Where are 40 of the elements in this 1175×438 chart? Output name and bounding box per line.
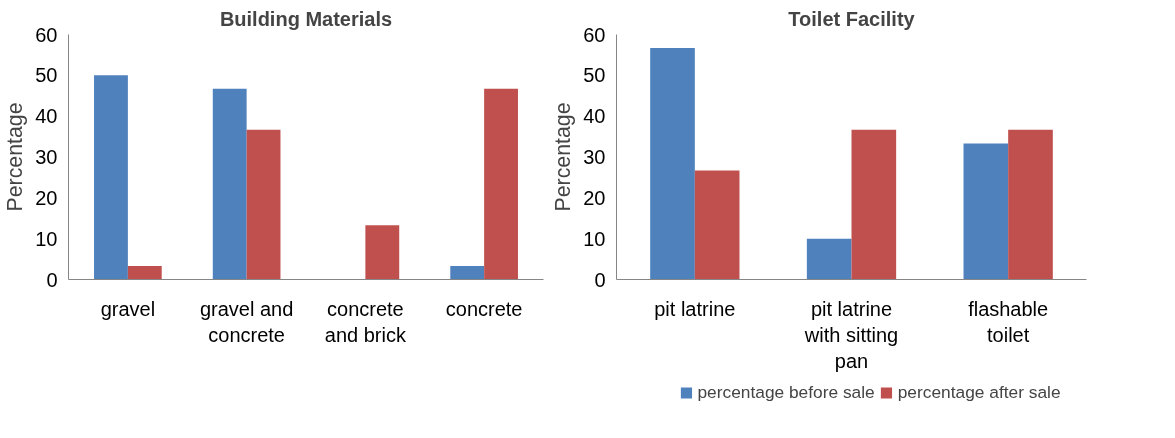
y-tick-label: 40 bbox=[35, 105, 58, 128]
x-tick-label: flashable toilet bbox=[968, 297, 1049, 346]
y-tick-label: 30 bbox=[583, 146, 606, 168]
bar bbox=[365, 225, 400, 280]
bar bbox=[94, 75, 128, 280]
bar bbox=[694, 170, 740, 280]
bar bbox=[212, 88, 247, 280]
y-tick-label: 60 bbox=[35, 23, 58, 46]
y-axis-title: Percentage bbox=[551, 102, 576, 212]
x-tick-label: pit latrine bbox=[654, 297, 736, 320]
chart-title: Building Materials bbox=[219, 7, 393, 30]
x-tick-label: concrete bbox=[445, 297, 523, 320]
bar bbox=[851, 129, 897, 280]
y-tick-label: 50 bbox=[35, 64, 58, 87]
x-tick-label: gravel and concrete bbox=[199, 297, 294, 346]
legend-label: percentage after sale bbox=[897, 381, 1061, 403]
bar bbox=[806, 238, 852, 280]
bar bbox=[484, 88, 518, 280]
bar bbox=[650, 47, 695, 280]
y-tick-label: 0 bbox=[594, 268, 606, 291]
legend-label: percentage before sale bbox=[697, 381, 875, 403]
y-tick-label: 40 bbox=[583, 105, 606, 128]
x-tick-label: pit latrine with sitting pan bbox=[803, 297, 899, 373]
x-tick-label: concrete and brick bbox=[324, 297, 407, 346]
x-tick-label: gravel bbox=[100, 297, 156, 320]
y-tick-label: 20 bbox=[583, 186, 606, 209]
y-tick-label: 20 bbox=[35, 186, 58, 209]
y-tick-label: 0 bbox=[46, 268, 58, 291]
y-tick-label: 10 bbox=[35, 227, 58, 250]
bar bbox=[1008, 129, 1053, 280]
bar bbox=[246, 129, 281, 280]
y-tick-label: 60 bbox=[583, 23, 606, 46]
bar bbox=[450, 266, 485, 280]
y-tick-label: 50 bbox=[583, 64, 606, 87]
bar bbox=[127, 266, 162, 280]
y-tick-label: 10 bbox=[583, 227, 606, 250]
chart-title: Toilet Facility bbox=[788, 7, 916, 30]
y-axis-title: Percentage bbox=[3, 102, 28, 212]
y-tick-label: 30 bbox=[35, 146, 58, 168]
bar bbox=[963, 143, 1009, 280]
